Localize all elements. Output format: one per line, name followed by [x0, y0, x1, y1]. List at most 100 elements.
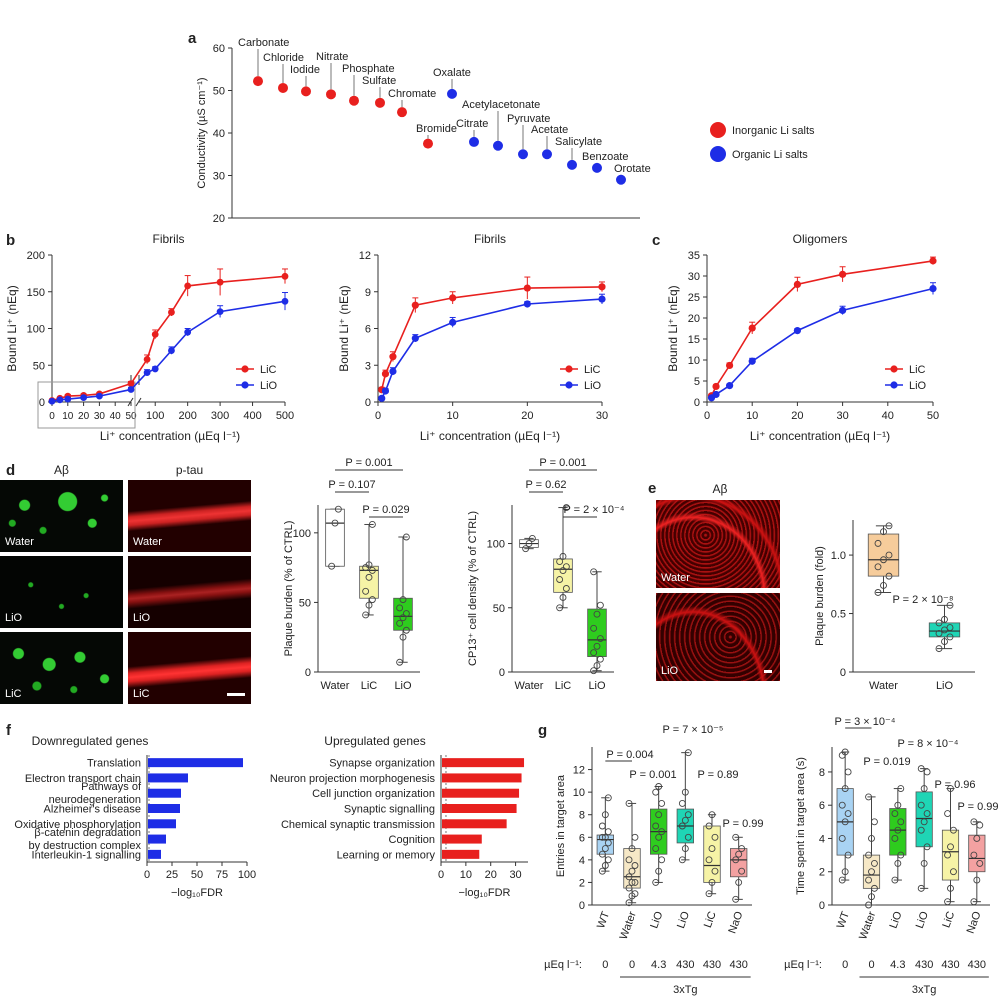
data-point: [601, 811, 609, 819]
legend-marker: [565, 365, 573, 373]
p-value-label: P = 0.99: [957, 801, 998, 813]
data-point: [941, 615, 948, 623]
y-axis-label: Bound Li⁺ (nEq): [5, 285, 19, 371]
x-tick-label: 10: [447, 410, 459, 422]
x-tick-label: LiC: [555, 680, 572, 692]
data-point: [920, 785, 928, 793]
y-tick-label: 10: [688, 355, 700, 367]
data-point: [658, 799, 666, 807]
data-point: [559, 567, 567, 574]
data-point: [949, 826, 957, 834]
x-tick-label: 20: [78, 411, 90, 422]
bar-category-label: Chemical synaptic transmission: [281, 819, 435, 831]
dose-label: 0: [602, 959, 608, 971]
x-tick-label: Water: [321, 680, 350, 692]
chart-title: Fibrils: [153, 232, 185, 246]
data-point: [396, 619, 404, 627]
y-tick-label: 150: [27, 287, 45, 299]
data-point: [604, 828, 612, 836]
point-label: Chromate: [388, 88, 436, 100]
point-label: Pyruvate: [507, 113, 550, 125]
point-label: Oxalate: [433, 67, 471, 79]
data-point: [365, 561, 373, 569]
y-tick-label: 0: [39, 397, 45, 409]
y-tick-label: 6: [365, 324, 371, 336]
chart-b2-fibrils: 0 3 6 9 12 0 10 20 30 Fibrils Li⁺ concentration (µ…: [337, 232, 608, 443]
legend-marker: [241, 381, 249, 389]
bar: [148, 819, 176, 829]
data-point: [449, 318, 457, 326]
data-point: [143, 369, 151, 376]
data-point: [870, 818, 878, 826]
data-point: [601, 862, 609, 869]
scale-bar: [227, 693, 245, 696]
data-point: [301, 86, 311, 97]
data-point: [399, 614, 407, 622]
data-point: [562, 563, 570, 571]
data-point: [598, 850, 606, 858]
data-point: [970, 818, 978, 826]
x-tick-label: 10: [62, 411, 74, 422]
y-tick-label: 12: [359, 250, 371, 262]
data-point: [593, 642, 601, 650]
data-point: [658, 828, 666, 836]
point-label: Benzoate: [582, 151, 628, 163]
series-line: [711, 287, 934, 399]
micrograph-e-abeta-water: Water: [656, 500, 780, 588]
y-tick-label: 2: [819, 867, 825, 879]
zoom-box: [37, 381, 136, 429]
x-tick-label: LiO: [648, 910, 665, 931]
x-tick-label: NaO: [726, 910, 745, 936]
x-tick-label: LiO: [394, 680, 412, 692]
x-tick-label: 20: [791, 410, 803, 422]
x-tick-label: NaO: [965, 910, 984, 936]
data-point: [868, 868, 875, 876]
x-axis-label: −log₁₀FDR: [459, 887, 511, 899]
legend-label: Organic Li salts: [732, 149, 808, 161]
bar: [442, 788, 520, 798]
data-point: [681, 788, 689, 796]
y-tick-label: 20: [213, 213, 225, 225]
data-point: [528, 534, 536, 542]
data-point: [281, 297, 289, 305]
chart-title: Fibrils: [474, 232, 506, 246]
data-point: [368, 566, 376, 574]
data-point: [868, 893, 875, 901]
y-tick-label: 50: [299, 597, 311, 609]
data-point: [378, 394, 386, 402]
y-tick-label: 9: [365, 287, 371, 299]
legend-marker: [241, 365, 249, 373]
data-point: [920, 859, 928, 867]
dose-label: 430: [941, 959, 959, 971]
x-tick-label: 300: [211, 410, 229, 422]
y-axis-label: Plaque burden (% of CTRL): [283, 521, 295, 657]
data-point: [596, 601, 604, 609]
bar-category-label: Cognition: [389, 834, 435, 846]
data-point: [604, 839, 612, 847]
data-point: [368, 521, 376, 528]
data-point: [96, 392, 103, 400]
panel-letter-f: f: [6, 722, 11, 739]
bar: [442, 849, 480, 859]
data-point: [865, 901, 873, 909]
data-point: [678, 856, 686, 864]
data-point: [880, 528, 887, 536]
data-point: [598, 822, 606, 830]
data-point: [168, 308, 175, 316]
x-axis-label: Li⁺ concentration (µEq l⁻¹): [420, 429, 560, 443]
x-tick-label: 75: [216, 869, 228, 881]
data-point: [334, 505, 342, 513]
data-point: [684, 811, 692, 819]
data-point: [652, 788, 660, 796]
x-tick-label: 100: [238, 869, 256, 881]
dose-label: 0: [842, 959, 848, 971]
data-point: [601, 833, 609, 841]
micrograph-label: LiC: [133, 688, 150, 700]
y-tick-label: 50: [33, 360, 45, 372]
panel-letter-d: d: [6, 462, 16, 479]
panel-letter-a: a: [188, 30, 197, 47]
x-tick-label: LiO: [936, 680, 954, 692]
data-point: [556, 558, 564, 565]
data-point: [658, 856, 666, 864]
data-point: [598, 295, 606, 303]
